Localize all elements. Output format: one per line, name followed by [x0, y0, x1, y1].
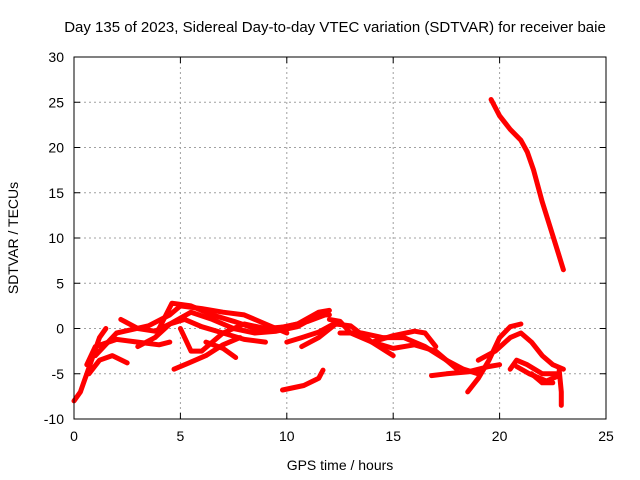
series-arc-8 [177, 312, 328, 354]
x-tick-label: 5 [177, 428, 185, 444]
series-arc-25 [488, 97, 566, 273]
chart-title: Day 135 of 2023, Sidereal Day-to-day VTE… [64, 19, 606, 36]
y-tick-label: 15 [48, 185, 64, 201]
series-arc-21 [507, 357, 562, 377]
x-axis-label: GPS time / hours [287, 457, 394, 473]
grid-lines [74, 57, 606, 419]
x-tick-label: 25 [598, 428, 614, 444]
series-arc-1 [71, 326, 109, 404]
series-arc-16 [369, 328, 439, 350]
series-arc-13 [280, 367, 326, 393]
x-tick-label: 0 [70, 428, 78, 444]
series-arc-18 [443, 357, 481, 377]
series-arc-10 [203, 339, 239, 360]
y-tick-label: -5 [52, 366, 65, 382]
series-arc-23 [529, 371, 556, 386]
y-axis-label: SDTVAR / TECUs [5, 182, 21, 294]
y-tick-label: 0 [56, 321, 64, 337]
axis-ticks: 0 5 10 15 20 25 -10 -5 0 5 10 15 20 25 30 [44, 49, 614, 444]
y-tick-label: 5 [56, 275, 64, 291]
data-series [71, 97, 566, 408]
series-arc-11 [284, 321, 337, 345]
y-tick-label: -10 [44, 411, 64, 427]
y-tick-label: 10 [48, 230, 64, 246]
series-arc-24 [556, 367, 564, 408]
x-tick-label: 20 [492, 428, 508, 444]
y-tick-label: 30 [48, 49, 64, 65]
y-tick-label: 25 [48, 94, 64, 110]
series-arc-2 [86, 353, 130, 377]
series-arc-20 [475, 330, 566, 372]
x-tick-label: 10 [279, 428, 295, 444]
x-tick-label: 15 [385, 428, 401, 444]
y-tick-label: 20 [48, 140, 64, 156]
series-arc-3 [84, 336, 173, 368]
series-arc-9 [171, 335, 243, 372]
